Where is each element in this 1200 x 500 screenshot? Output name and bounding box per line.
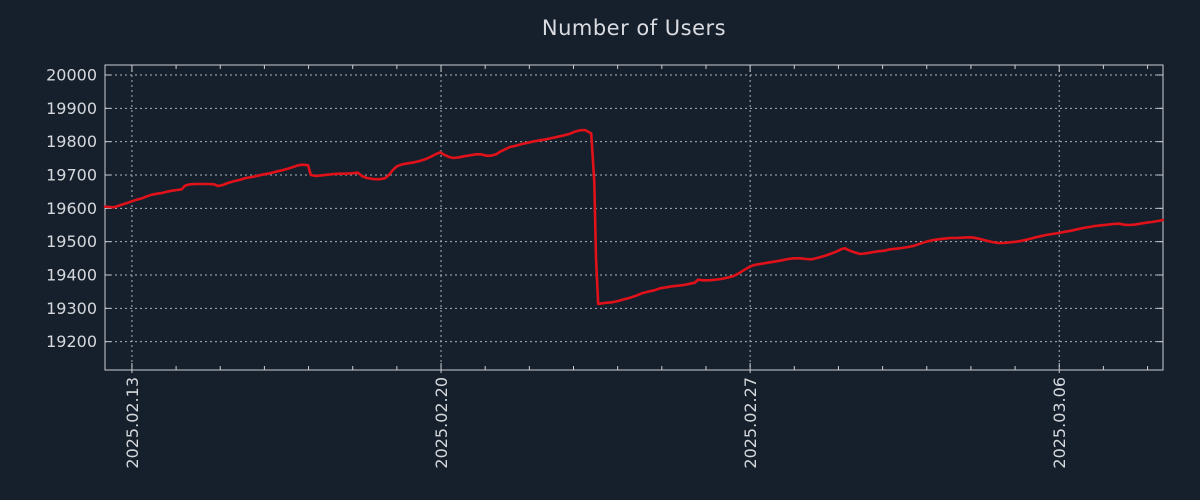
data-line-number-of-users <box>103 128 1165 306</box>
y-tick-label: 19800 <box>46 132 97 151</box>
y-tick-label: 20000 <box>46 66 97 85</box>
y-tick-label: 19500 <box>46 232 97 251</box>
y-tick-label: 19400 <box>46 266 97 285</box>
x-tick-label: 2025.03.06 <box>1050 377 1069 469</box>
y-tick-label: 19700 <box>46 166 97 185</box>
plot-border <box>104 64 1164 371</box>
chart-title: Number of Users <box>541 16 727 40</box>
y-tick-label: 19300 <box>46 299 97 318</box>
y-tick-label: 19600 <box>46 199 97 218</box>
x-tick-label: 2025.02.13 <box>123 377 142 469</box>
y-tick-label: 19200 <box>46 332 97 351</box>
x-tick-label: 2025.02.27 <box>741 377 760 469</box>
y-tick-label: 19900 <box>46 99 97 118</box>
x-tick-label: 2025.02.20 <box>432 377 451 469</box>
